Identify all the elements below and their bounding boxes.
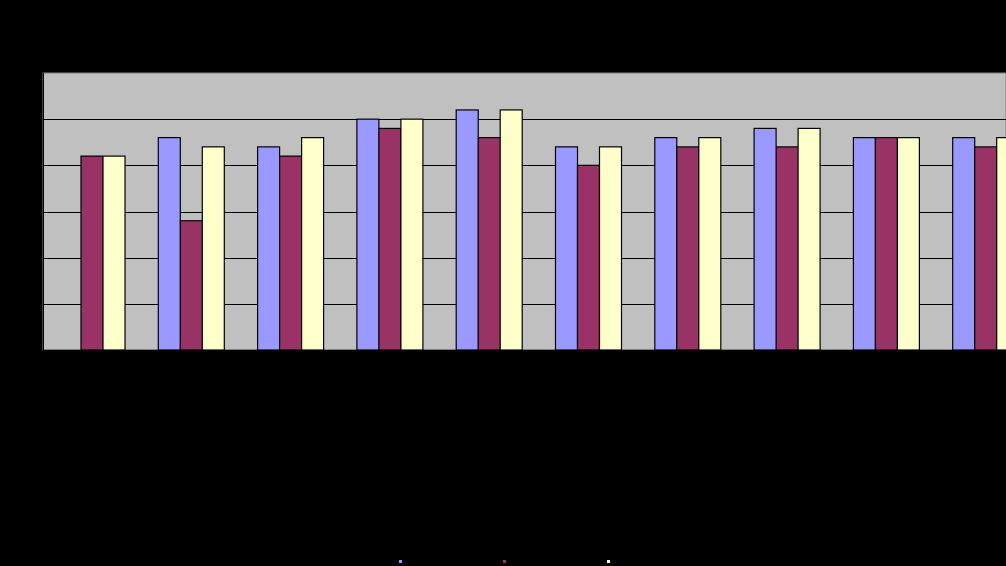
bar-series-2-category-4 xyxy=(378,127,402,351)
legend-swatch-series-1 xyxy=(398,559,403,564)
bar-series-1-category-5 xyxy=(455,109,479,351)
bar-series-1-category-4 xyxy=(356,118,380,351)
bar-series-2-category-10 xyxy=(974,146,998,351)
bar-series-1-category-9 xyxy=(852,137,877,351)
bar-series-3-category-1 xyxy=(102,155,126,351)
bar-series-3-category-9 xyxy=(896,137,921,351)
bar-series-2-category-9 xyxy=(874,137,899,351)
bar-series-3-category-3 xyxy=(301,137,325,351)
chart-legend xyxy=(0,553,1006,566)
bar-series-3-category-2 xyxy=(201,146,225,351)
legend-swatch-series-3 xyxy=(606,559,611,564)
bar-series-1-category-6 xyxy=(554,146,579,351)
bar-series-1-category-2 xyxy=(157,137,181,351)
bar-series-3-category-6 xyxy=(598,146,623,351)
bar-series-1-category-10 xyxy=(952,137,976,351)
legend-swatch-series-2 xyxy=(502,559,507,564)
bar-series-3-category-4 xyxy=(400,118,424,351)
bar-series-3-category-7 xyxy=(698,137,722,351)
bar-series-2-category-8 xyxy=(775,146,799,351)
bar-series-3-category-8 xyxy=(797,127,821,351)
bar-series-1-category-3 xyxy=(257,146,281,351)
bar-series-3-category-5 xyxy=(499,109,523,351)
bar-series-2-category-1 xyxy=(80,155,104,351)
bar-series-3-category-10 xyxy=(996,137,1006,351)
bar-series-1-category-8 xyxy=(753,127,777,351)
bar-series-2-category-6 xyxy=(576,164,601,351)
bar-series-1-category-7 xyxy=(654,137,678,351)
bar-series-2-category-2 xyxy=(179,220,203,351)
bar-series-2-category-5 xyxy=(477,137,501,351)
bar-series-2-category-3 xyxy=(279,155,303,351)
bar-series-2-category-7 xyxy=(676,146,700,351)
